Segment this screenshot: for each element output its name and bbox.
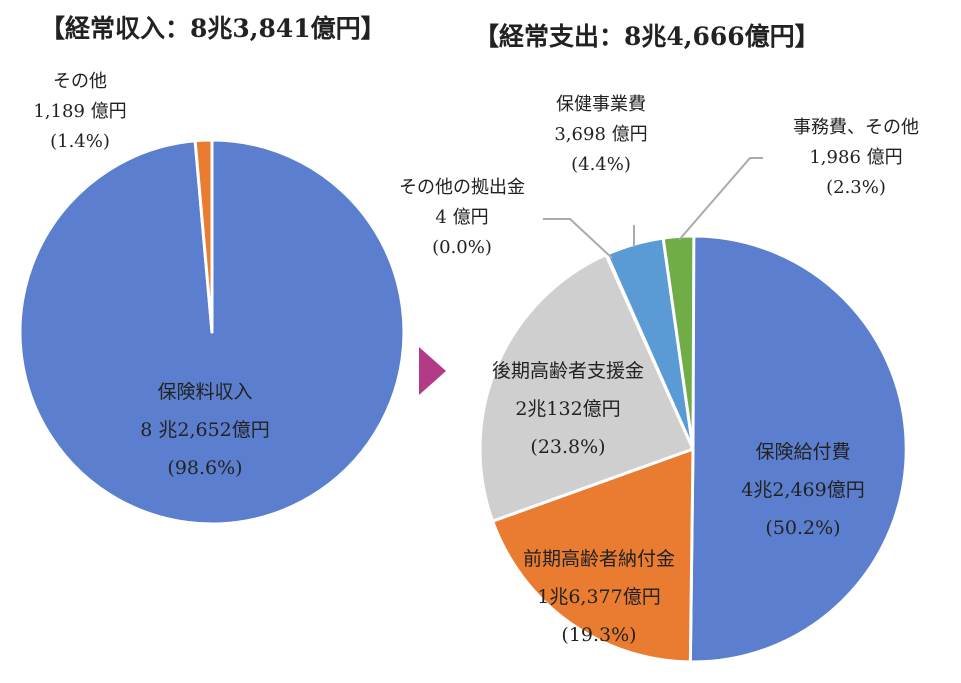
label-name: 保険給付費 — [755, 441, 851, 463]
leader-line-admin-other — [678, 157, 763, 241]
label-percent: (1.4%) — [50, 131, 110, 152]
data-label-early-elderly-payment: 前期高齢者納付金 1兆6,377億円 (19.3%) — [484, 540, 714, 654]
label-name: その他 — [53, 71, 107, 92]
data-label-benefit-cost: 保険給付費 4兆2,469億円 (50.2%) — [703, 433, 903, 547]
label-name: 保険料収入 — [157, 381, 253, 403]
label-amount: 1,986 億円 — [809, 147, 903, 168]
pie-slice-1 — [193, 138, 214, 334]
label-percent: (4.4%) — [571, 154, 631, 175]
pie-slice-1 — [491, 447, 695, 664]
label-amount: 4 億円 — [435, 207, 489, 228]
data-label-other-income: その他 1,189 億円 (1.4%) — [10, 67, 150, 157]
label-amount: 3,698 億円 — [554, 124, 648, 145]
label-name: 事務費、その他 — [793, 117, 919, 138]
pie-slice-0 — [688, 234, 908, 664]
arrow-icon — [419, 347, 446, 395]
data-label-admin-other: 事務費、その他 1,986 億円 (2.3%) — [758, 113, 954, 203]
label-amount: 1,189 億円 — [33, 101, 127, 122]
label-amount: 2兆132億円 — [515, 398, 621, 420]
leader-line-other-contrib — [543, 218, 613, 259]
label-percent: (23.8%) — [530, 436, 606, 458]
label-percent: (98.6%) — [167, 457, 243, 479]
expense-pie — [478, 234, 908, 664]
expense-chart-title: 【経常支出：8兆4,666億円】 — [474, 22, 820, 51]
label-percent: (19.3%) — [561, 624, 637, 646]
label-percent: (0.0%) — [432, 237, 492, 258]
label-name: 後期高齢者支援金 — [491, 360, 644, 382]
pie-slice-5 — [661, 234, 696, 451]
label-amount: 4兆2,469億円 — [741, 479, 865, 501]
label-amount: 8 兆2,652億円 — [140, 419, 270, 441]
leader-lines — [543, 157, 763, 259]
data-label-other-contrib: その他の拠出金 4 億円 (0.0%) — [362, 173, 562, 263]
label-name: 保健事業費 — [556, 94, 646, 115]
label-amount: 1兆6,377億円 — [537, 586, 661, 608]
pie-slice-2 — [478, 253, 695, 523]
data-label-late-elderly-support: 後期高齢者支援金 2兆132億円 (23.8%) — [458, 352, 678, 466]
label-percent: (2.3%) — [826, 177, 886, 198]
label-name: 前期高齢者納付金 — [522, 548, 675, 570]
income-pie — [18, 138, 406, 526]
label-percent: (50.2%) — [765, 517, 841, 539]
data-label-health-project: 保健事業費 3,698 億円 (4.4%) — [521, 90, 681, 180]
label-name: その他の拠出金 — [399, 177, 525, 198]
income-chart-title: 【経常収入：8兆3,841億円】 — [40, 14, 386, 43]
data-label-premium-income: 保険料収入 8 兆2,652億円 (98.6%) — [130, 373, 280, 487]
